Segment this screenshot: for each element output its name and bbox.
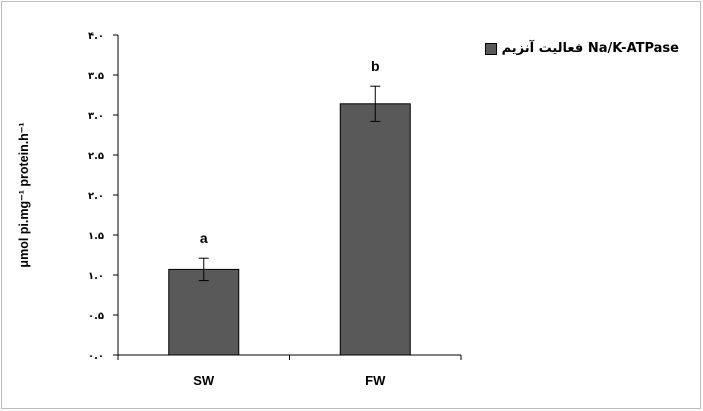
y-axis-label: μmol pi.mg⁻¹ protein.h⁻¹: [17, 122, 31, 267]
y-tick-label: ۳.۵: [88, 71, 104, 82]
significance-label: b: [371, 58, 380, 74]
y-ticks: ۰.۰ ۰.۵ ۱.۰ ۱.۵ ۲.۰ ۲.۵ ۳.۰ ۳.۵ ۴.۰: [88, 31, 118, 362]
labels: SW FW a b: [193, 58, 386, 388]
bar: [168, 268, 240, 356]
bar: [339, 103, 411, 356]
y-tick-label: ۱.۰: [88, 271, 104, 282]
bars: [168, 85, 411, 356]
x-tick-label: SW: [193, 373, 215, 388]
significance-label: a: [200, 230, 208, 246]
legend-swatch: [484, 42, 497, 55]
y-tick-label: ۲.۰: [88, 191, 104, 202]
y-tick-label: ۰.۰: [88, 351, 104, 362]
legend: فعالیت آنزیم Na/K-ATPase: [484, 41, 679, 56]
legend-label: فعالیت آنزیم Na/K-ATPase: [501, 41, 679, 56]
y-tick-label: ۰.۵: [88, 311, 104, 322]
y-tick-label: ۲.۵: [88, 151, 104, 162]
x-tick-label: FW: [365, 373, 386, 388]
y-tick-label: ۳.۰: [88, 111, 104, 122]
y-tick-label: ۴.۰: [88, 31, 104, 42]
y-tick-label: ۱.۵: [88, 231, 104, 242]
